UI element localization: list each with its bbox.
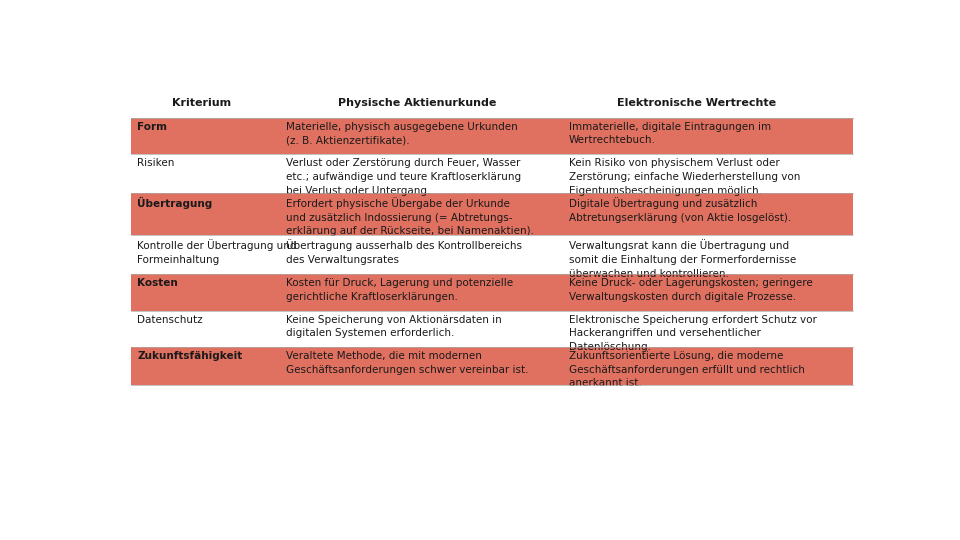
Bar <box>132 193 852 235</box>
Bar <box>132 310 852 347</box>
Text: Übertragung ausserhalb des Kontrollbereichs
des Verwaltungsrates: Übertragung ausserhalb des Kontrollberei… <box>286 239 522 265</box>
Bar <box>132 235 852 274</box>
Bar <box>132 154 852 193</box>
Text: Digitale Übertragung und zusätzlich
Abtretungserklärung (von Aktie losgelöst).: Digitale Übertragung und zusätzlich Abtr… <box>568 197 791 222</box>
Text: Physische Aktienurkunde: Physische Aktienurkunde <box>339 98 496 107</box>
Text: Form: Form <box>137 122 167 132</box>
Text: Datenschutz: Datenschutz <box>137 315 203 325</box>
Text: Kein Risiko von physischem Verlust oder
Zerstörung; einfache Wiederherstellung v: Kein Risiko von physischem Verlust oder … <box>568 158 800 195</box>
Text: Verlust oder Zerstörung durch Feuer, Wasser
etc.; aufwändige und teure Kraftlose: Verlust oder Zerstörung durch Feuer, Was… <box>286 158 521 195</box>
Bar <box>132 274 852 310</box>
Text: Veraltete Methode, die mit modernen
Geschäftsanforderungen schwer vereinbar ist.: Veraltete Methode, die mit modernen Gesc… <box>286 352 528 375</box>
Text: Übertragung: Übertragung <box>137 197 212 209</box>
Text: Zukunftsorientierte Lösung, die moderne
Geschäftsanforderungen erfüllt und recht: Zukunftsorientierte Lösung, die moderne … <box>568 352 804 388</box>
Text: Verwaltungsrat kann die Übertragung und
somit die Einhaltung der Formerfordernis: Verwaltungsrat kann die Übertragung und … <box>568 239 796 279</box>
Text: Immaterielle, digitale Eintragungen im
Wertrechtebuch.: Immaterielle, digitale Eintragungen im W… <box>568 122 771 145</box>
Text: Kosten für Druck, Lagerung und potenzielle
gerichtliche Kraftloserklärungen.: Kosten für Druck, Lagerung und potenziel… <box>286 278 513 302</box>
Text: Kontrolle der Übertragung und
Formeinhaltung: Kontrolle der Übertragung und Formeinhal… <box>137 239 297 265</box>
Text: Erfordert physische Übergabe der Urkunde
und zusätzlich Indossierung (= Abtretun: Erfordert physische Übergabe der Urkunde… <box>286 197 534 236</box>
Text: Keine Druck- oder Lagerungskosten; geringere
Verwaltungskosten durch digitale Pr: Keine Druck- oder Lagerungskosten; gerin… <box>568 278 812 302</box>
Bar <box>132 118 852 154</box>
Text: Zukunftsfähigkeit: Zukunftsfähigkeit <box>137 352 242 361</box>
Text: Elektronische Speicherung erfordert Schutz vor
Hackerangriffen und versehentlich: Elektronische Speicherung erfordert Schu… <box>568 315 817 352</box>
Text: Keine Speicherung von Aktionärsdaten in
digitalen Systemen erforderlich.: Keine Speicherung von Aktionärsdaten in … <box>286 315 502 338</box>
Text: Kosten: Kosten <box>137 278 178 288</box>
Text: Kriterium: Kriterium <box>172 98 231 107</box>
Text: Materielle, physisch ausgegebene Urkunden
(z. B. Aktienzertifikate).: Materielle, physisch ausgegebene Urkunde… <box>286 122 517 145</box>
Bar <box>132 347 852 384</box>
Text: Risiken: Risiken <box>137 158 175 168</box>
Text: Elektronische Wertrechte: Elektronische Wertrechte <box>617 98 777 107</box>
